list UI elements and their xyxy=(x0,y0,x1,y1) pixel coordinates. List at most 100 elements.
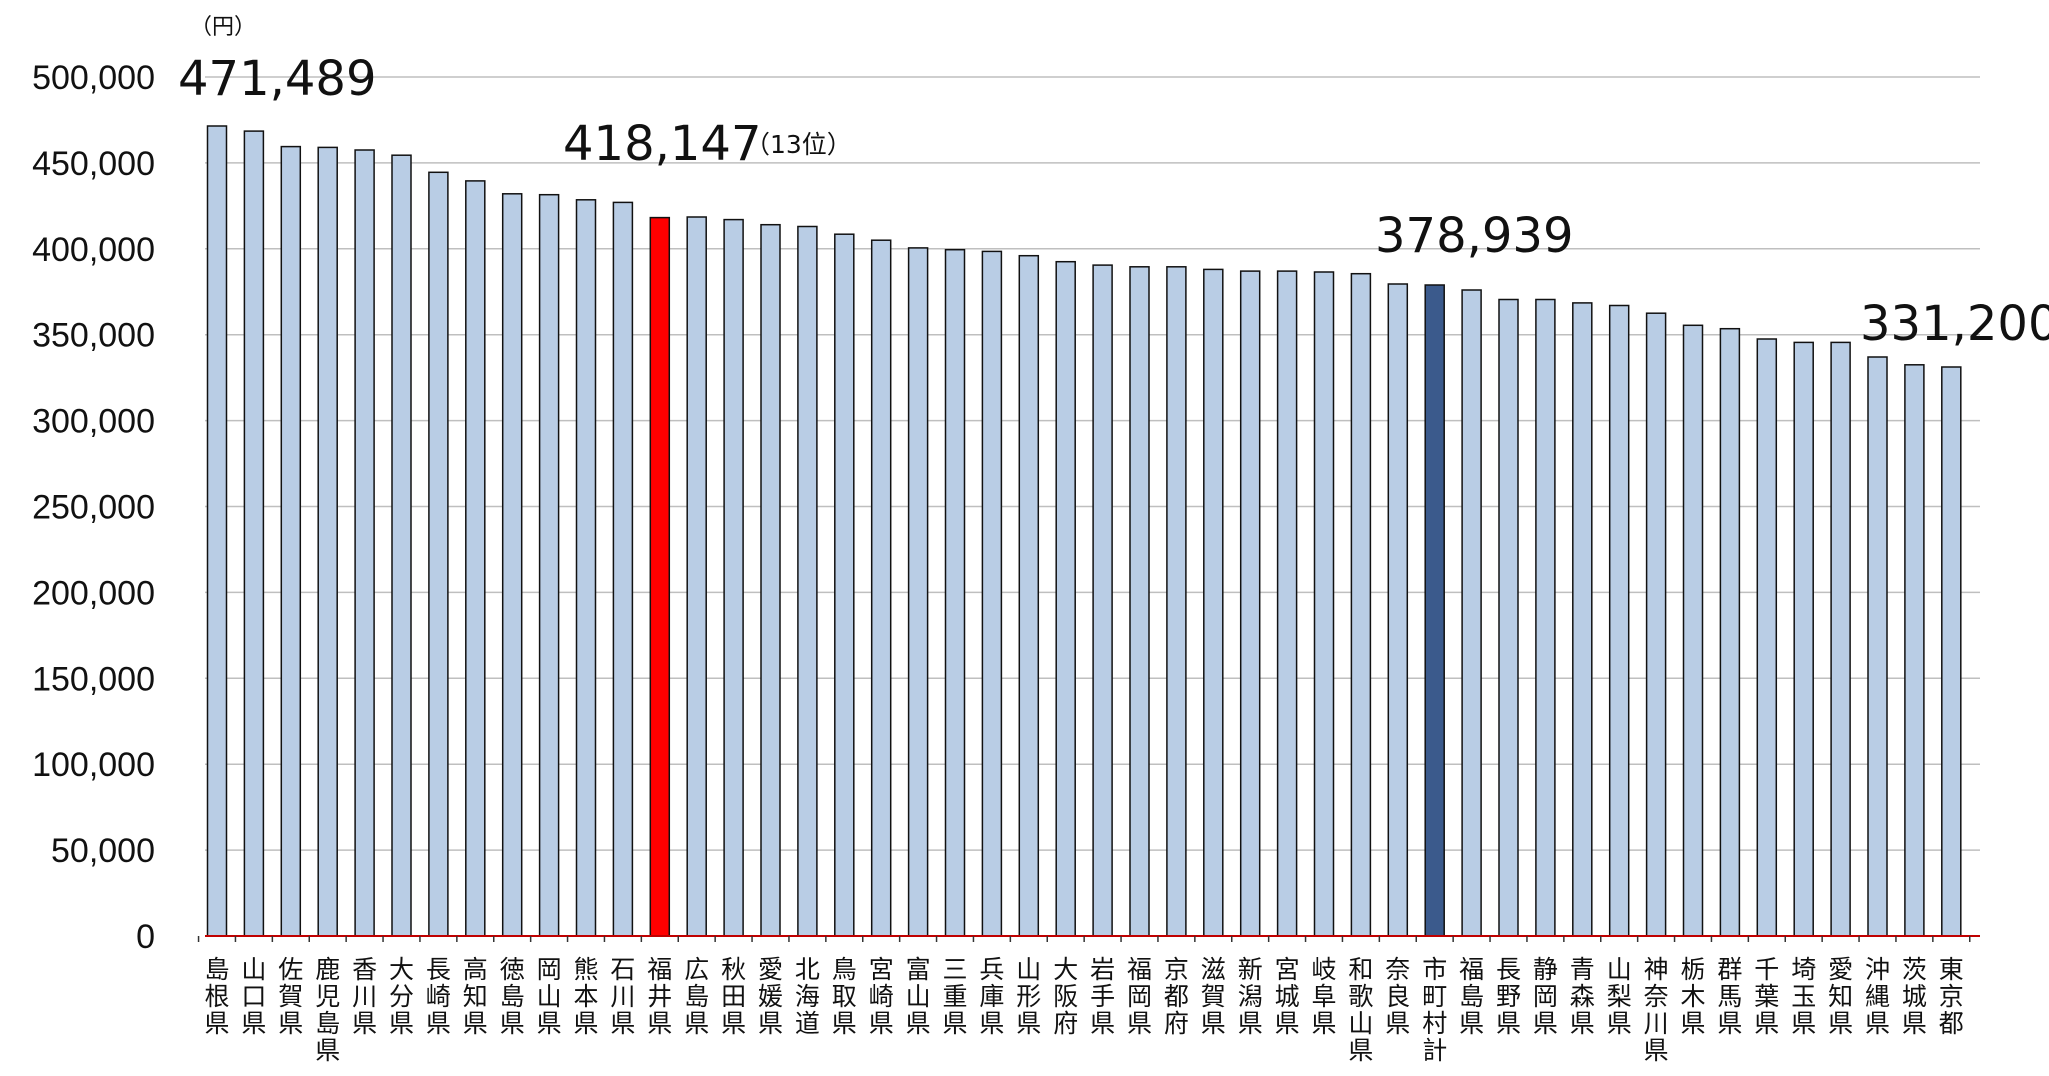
annotation-fukui-rank: （13位） xyxy=(745,130,852,159)
x-category-label: 岐阜県 xyxy=(1311,955,1336,1038)
bar-佐賀県 xyxy=(280,145,302,937)
bar-熊本県 xyxy=(575,199,597,937)
x-category-label: 鹿児島県 xyxy=(315,955,340,1065)
y-axis-ticks: 0 50,000 100,000 150,000 200,000 250,000 300,0… xyxy=(32,59,155,956)
x-category-label: 石川県 xyxy=(610,955,635,1038)
x-category-label: 島根県 xyxy=(204,955,229,1038)
x-category-label: 富山県 xyxy=(906,955,931,1038)
y-tick-label: 0 xyxy=(136,918,155,956)
bar-群馬県 xyxy=(1719,327,1741,937)
bar-鹿児島県 xyxy=(317,146,338,937)
x-category-label: 宮城県 xyxy=(1275,955,1300,1038)
x-category-label: 三重県 xyxy=(942,955,967,1038)
y-tick-label: 200,000 xyxy=(32,574,155,612)
x-category-label: 香川県 xyxy=(352,955,377,1038)
x-category-label: 福島県 xyxy=(1459,955,1484,1038)
x-category-label: 長崎県 xyxy=(426,955,451,1038)
bar-滋賀県 xyxy=(1203,268,1224,937)
bar-市町村計 xyxy=(1424,284,1445,937)
x-category-label: 群馬県 xyxy=(1717,955,1742,1038)
y-tick-label: 50,000 xyxy=(51,832,155,870)
x-category-label: 沖縄県 xyxy=(1865,955,1890,1038)
x-category-label: 福岡県 xyxy=(1127,955,1152,1038)
x-category-label: 大阪府 xyxy=(1053,955,1078,1038)
annotation-total-value: 378,939 xyxy=(1375,208,1574,264)
x-category-label: 新潟県 xyxy=(1238,955,1263,1038)
bar-埼玉県 xyxy=(1793,341,1814,937)
x-category-label: 京都府 xyxy=(1164,955,1189,1038)
bar-東京都 xyxy=(1941,366,1962,937)
bar-福井県 xyxy=(649,216,671,937)
x-category-label: 栃木県 xyxy=(1680,955,1705,1038)
annotation-max-value: 471,489 xyxy=(178,51,377,107)
x-category-label: 埼玉県 xyxy=(1791,955,1816,1038)
bar-岐阜県 xyxy=(1313,271,1335,937)
bar-山口県 xyxy=(243,130,265,937)
unit-label: （円） xyxy=(190,15,256,40)
bar-愛媛県 xyxy=(760,223,781,937)
x-category-label: 長野県 xyxy=(1496,955,1521,1038)
bar-島根県 xyxy=(206,125,228,937)
bar-香川県 xyxy=(354,149,375,937)
bar-長野県 xyxy=(1498,298,1519,937)
bar-宮崎県 xyxy=(870,239,892,937)
bar-岡山県 xyxy=(538,193,560,937)
x-category-label: 青森県 xyxy=(1570,955,1595,1038)
bar-福岡県 xyxy=(1129,266,1150,937)
bar-愛知県 xyxy=(1830,341,1851,937)
x-category-label: 滋賀県 xyxy=(1201,955,1226,1038)
x-category-label: 大分県 xyxy=(389,955,414,1038)
bar-長崎県 xyxy=(428,171,449,937)
x-category-label: 広島県 xyxy=(684,955,709,1038)
x-axis xyxy=(197,935,1980,942)
x-category-label: 東京都 xyxy=(1939,955,1964,1038)
x-category-label: 佐賀県 xyxy=(278,955,303,1038)
bar-秋田県 xyxy=(723,218,744,937)
bar-兵庫県 xyxy=(981,250,1003,937)
bar-山形県 xyxy=(1018,254,1040,937)
bar-奈良県 xyxy=(1387,283,1409,937)
bar-岩手県 xyxy=(1092,264,1113,937)
x-category-label: 宮崎県 xyxy=(869,955,894,1038)
y-tick-label: 150,000 xyxy=(32,660,155,698)
bar-茨城県 xyxy=(1904,364,1925,937)
x-category-label: 岩手県 xyxy=(1090,955,1115,1038)
bar-鳥取県 xyxy=(834,233,855,937)
x-category-label: 神奈川県 xyxy=(1644,955,1669,1065)
x-category-label: 北海道 xyxy=(795,955,820,1038)
bar-沖縄県 xyxy=(1867,356,1888,937)
x-category-label: 鳥取県 xyxy=(832,955,857,1038)
x-category-label: 高知県 xyxy=(463,955,488,1038)
y-tick-label: 250,000 xyxy=(32,489,155,527)
bar-福島県 xyxy=(1461,289,1482,937)
x-category-label: 徳島県 xyxy=(500,955,525,1038)
bar-広島県 xyxy=(686,216,707,937)
x-category-label: 秋田県 xyxy=(721,955,746,1038)
x-category-label: 山形県 xyxy=(1016,955,1041,1038)
bar-新潟県 xyxy=(1239,270,1261,937)
bar-和歌山県 xyxy=(1350,272,1372,937)
x-category-label: 福井県 xyxy=(647,955,672,1038)
bar-北海道 xyxy=(797,225,818,937)
bar-栃木県 xyxy=(1682,324,1704,937)
bar-高知県 xyxy=(465,180,486,937)
bar-石川県 xyxy=(612,201,634,937)
bar-大分県 xyxy=(391,154,412,937)
annotation-fukui-value: 418,147 xyxy=(563,116,762,172)
x-category-label: 熊本県 xyxy=(573,955,598,1038)
x-category-label: 岡山県 xyxy=(537,955,562,1038)
y-tick-label: 100,000 xyxy=(32,746,155,784)
x-category-label: 山口県 xyxy=(241,955,266,1038)
bar-神奈川県 xyxy=(1645,312,1667,937)
x-category-label: 市町村計 xyxy=(1422,955,1447,1065)
bar-静岡県 xyxy=(1535,298,1556,937)
bars xyxy=(206,125,1962,937)
x-category-label: 兵庫県 xyxy=(979,955,1004,1038)
bar-青森県 xyxy=(1572,302,1593,937)
x-category-label: 静岡県 xyxy=(1533,955,1558,1038)
y-tick-label: 450,000 xyxy=(32,145,155,183)
bar-富山県 xyxy=(907,247,929,937)
y-tick-label: 400,000 xyxy=(32,231,155,269)
